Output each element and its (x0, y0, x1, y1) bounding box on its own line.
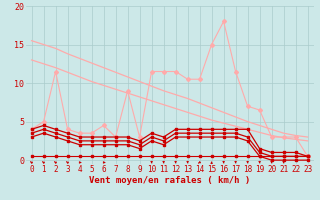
X-axis label: Vent moyen/en rafales ( km/h ): Vent moyen/en rafales ( km/h ) (89, 176, 250, 185)
